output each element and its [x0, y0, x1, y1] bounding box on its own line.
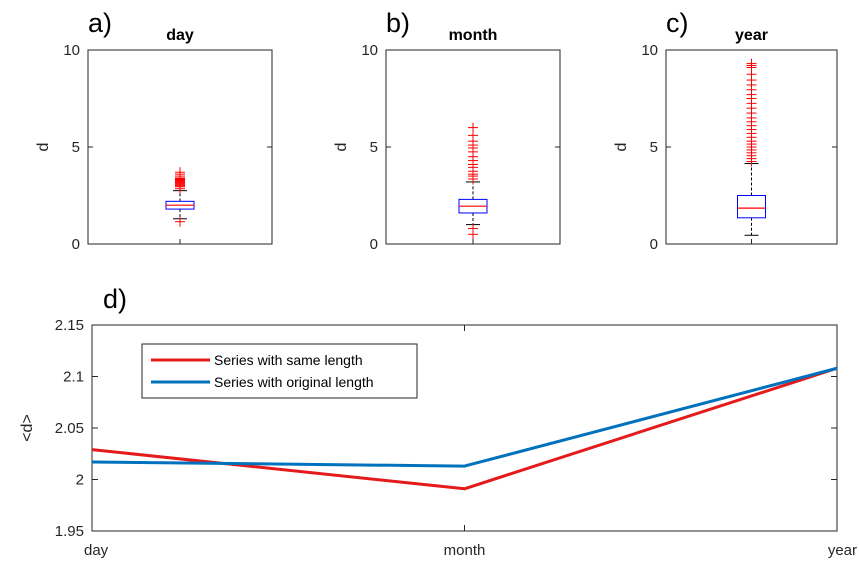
- outlier-marker: [175, 216, 185, 227]
- x-tick-label: year: [828, 542, 857, 559]
- y-axis-label: d: [35, 143, 52, 152]
- y-tick-label: 0: [650, 236, 658, 253]
- y-tick-label: 2.05: [55, 420, 84, 437]
- y-tick-label: 5: [72, 139, 80, 156]
- y-axis-label: d: [613, 143, 630, 152]
- y-tick-label: 0: [72, 236, 80, 253]
- y-tick-label: 0: [370, 236, 378, 253]
- y-tick-label: 2.1: [63, 369, 84, 386]
- panel-label: a): [88, 8, 112, 38]
- legend-box: [141, 343, 418, 399]
- boxplot-year: 0 5 10 d c) year: [613, 8, 838, 253]
- boxplot-month: 0 5 10 d b) month: [333, 8, 561, 253]
- outlier-marker: [175, 167, 185, 178]
- boxplot-panels: 0 5 10 d a) day 0 5 10 d b) month 0 5 10 d c) year: [35, 8, 838, 253]
- panel-label: d): [103, 284, 127, 314]
- outlier-marker: [468, 223, 478, 234]
- y-axis-label: d: [333, 143, 350, 152]
- line-chart: 1.95 2 2.05 2.1 2.15 day month year <d> d) Series …: [19, 284, 857, 559]
- y-tick-label: 2: [76, 472, 84, 489]
- y-tick-label: 10: [63, 42, 80, 59]
- outlier-marker: [746, 58, 757, 69]
- iqr-box: [737, 195, 766, 219]
- legend-label-2: Series with original length: [214, 374, 374, 390]
- outlier-marker: [468, 122, 478, 133]
- panel-label: b): [386, 8, 410, 38]
- boxplot-day: 0 5 10 d a) day: [35, 8, 273, 253]
- panel-title: year: [735, 27, 768, 44]
- legend-label-1: Series with same length: [214, 352, 363, 368]
- y-tick-label: 5: [370, 139, 378, 156]
- panel-title: month: [449, 27, 498, 44]
- legend: Series with same length Series with origi…: [141, 343, 418, 399]
- y-tick-label: 5: [650, 139, 658, 156]
- y-tick-label: 10: [641, 42, 658, 59]
- panel-label: c): [666, 8, 689, 38]
- x-tick-label: day: [84, 542, 109, 559]
- y-axis-label: <d>: [19, 414, 36, 442]
- y-tick-label: 1.95: [55, 523, 84, 540]
- line-panel: 1.95 2 2.05 2.1 2.15 day month year <d> d) Series …: [19, 284, 857, 559]
- panel-title: day: [166, 27, 194, 44]
- series-line-2: [91, 366, 838, 468]
- x-tick-label: month: [444, 542, 486, 559]
- y-tick-label: 2.15: [55, 317, 84, 334]
- y-tick-label: 10: [361, 42, 378, 59]
